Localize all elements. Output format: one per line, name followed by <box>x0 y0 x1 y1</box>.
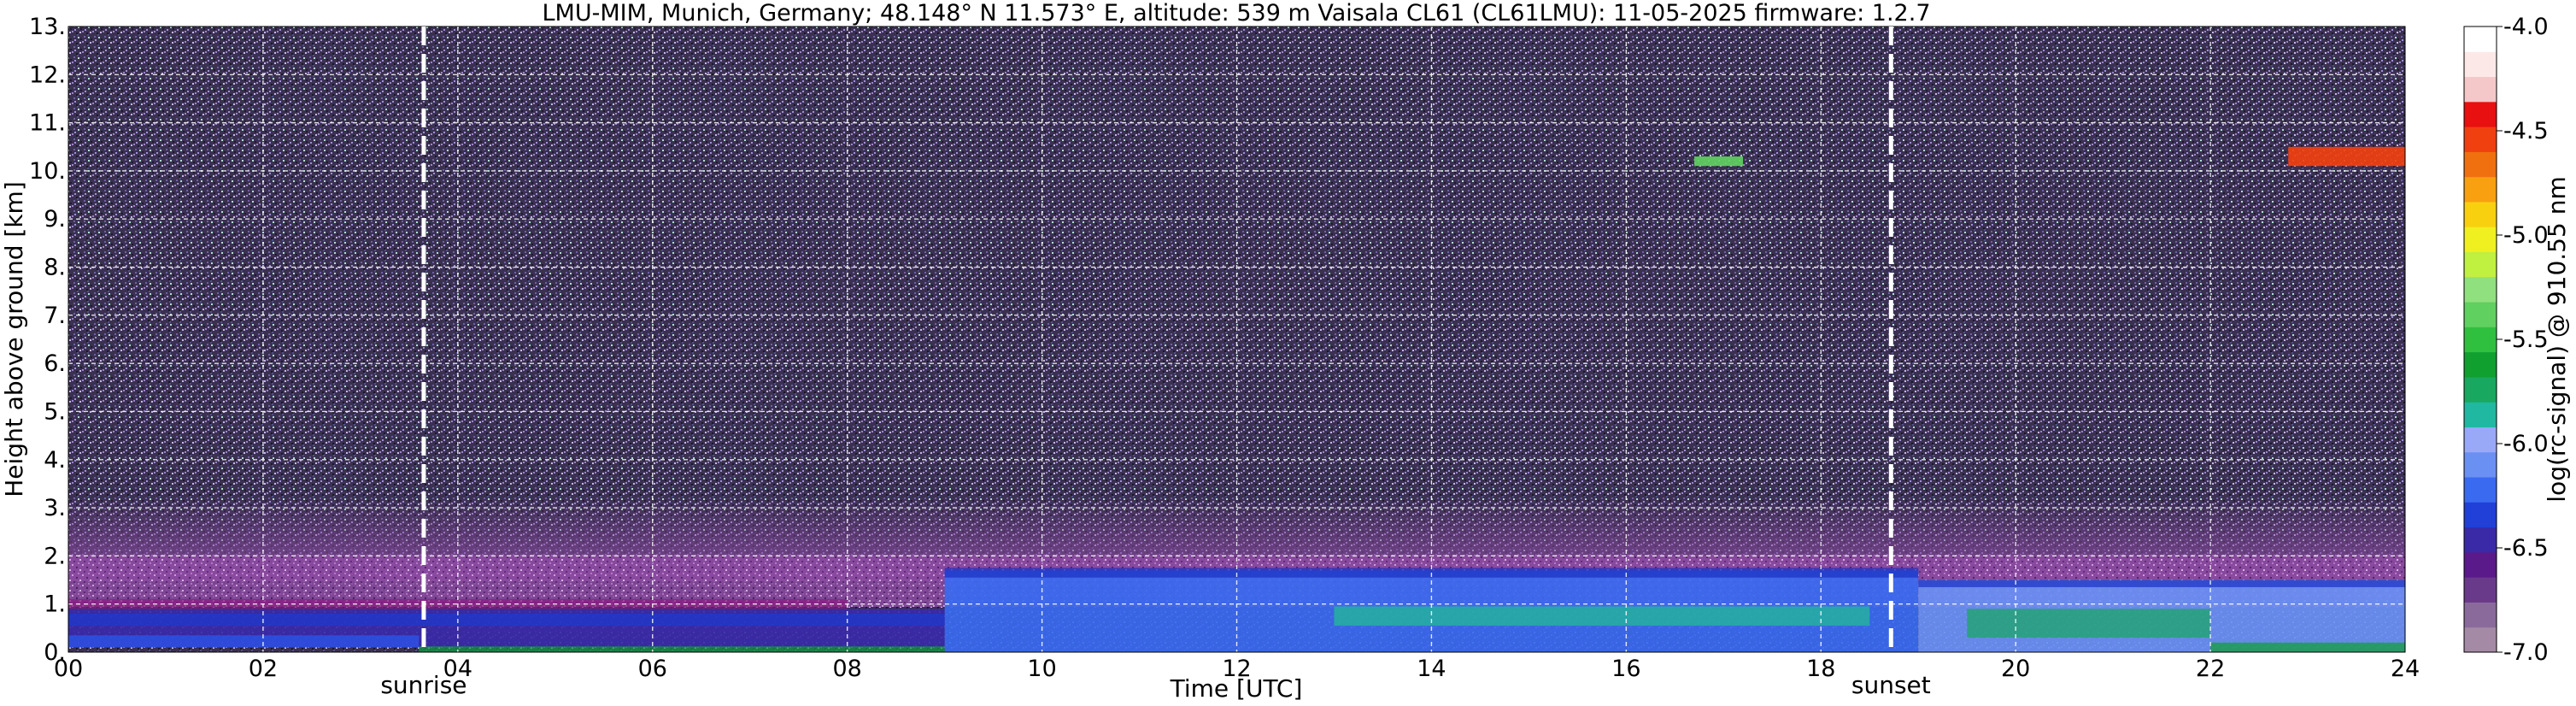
y-tick-label: 11. <box>29 110 66 137</box>
colorbar-segment <box>2464 351 2497 378</box>
colorbar-segment <box>2464 402 2497 427</box>
colorbar-tick-label: -6.5 <box>2503 535 2549 562</box>
x-tick-label: 06 <box>638 656 667 682</box>
colorbar-segment <box>2464 201 2497 227</box>
colorbar-segment <box>2464 176 2497 203</box>
y-axis-label: Height above ground [km] <box>0 181 28 497</box>
x-tick-label: 10 <box>1027 656 1056 682</box>
backscatter-layer-5 <box>1694 156 1744 167</box>
colorbar-segment <box>2464 227 2497 253</box>
layer-detail-8 <box>1918 580 2405 587</box>
layer-detail-0 <box>68 613 945 627</box>
sunrise-label: sunrise <box>380 671 466 699</box>
y-ticks: 0. 1. 2. 3. 4. 5. 6. 7. 8. 9. 10. 11. 12. 13. <box>29 14 66 666</box>
colorbar-segment <box>2464 376 2497 403</box>
colorbar-segment <box>2464 427 2497 453</box>
grid <box>68 26 2405 652</box>
colorbar-segment <box>2464 451 2497 478</box>
colorbar-segment <box>2464 577 2497 603</box>
colorbar-segment <box>2464 477 2497 503</box>
x-tick-label: 12 <box>1222 656 1251 682</box>
colorbar-segment <box>2464 527 2497 553</box>
layer-detail-3 <box>419 646 945 652</box>
colorbar-segment <box>2464 76 2497 103</box>
colorbar-segment <box>2464 26 2497 52</box>
colorbar-label: log(rc-signal) @ 910.55 nm <box>2543 176 2571 502</box>
y-tick-label: 7. <box>44 303 66 329</box>
y-tick-label: 9. <box>44 206 66 232</box>
colorbar-segment <box>2464 302 2497 327</box>
y-tick-label: 8. <box>44 255 66 281</box>
y-tick-label: 0. <box>44 639 66 666</box>
y-tick-label: 1. <box>44 591 66 618</box>
y-tick-label: 12. <box>29 62 66 88</box>
layer-detail-7 <box>2210 642 2405 652</box>
x-tick-label: 18 <box>1806 656 1835 682</box>
y-tick-label: 3. <box>44 495 66 521</box>
x-tick-label: 14 <box>1417 656 1446 682</box>
colorbar-tick-label: -6.0 <box>2503 431 2549 457</box>
y-tick-label: 10. <box>29 158 66 185</box>
colorbar-segment <box>2464 276 2497 303</box>
colorbar-segment <box>2464 151 2497 178</box>
colorbar-segment <box>2464 551 2497 578</box>
layer-detail-2 <box>68 635 420 648</box>
y-tick-label: 4. <box>44 447 66 474</box>
y-tick-label: 6. <box>44 350 66 377</box>
colorbar-tick-label: -4.0 <box>2503 14 2549 40</box>
colorbar: -4.0 -4.5 -5.0 -5.5 -6.0 -6.5 -7.0 <box>2463 14 2549 666</box>
layer-detail-6 <box>1967 609 2211 638</box>
colorbar-segment <box>2464 327 2497 353</box>
x-tick-label: 00 <box>54 656 83 682</box>
colorbar-tick-label: -5.5 <box>2503 327 2549 353</box>
y-tick-label: 2. <box>44 543 66 569</box>
x-tick-label: 22 <box>2196 656 2225 682</box>
x-tick-label: 02 <box>249 656 278 682</box>
x-axis-label: Time [UTC] <box>1170 674 1303 703</box>
x-tick-label: 20 <box>2001 656 2030 682</box>
colorbar-segment <box>2464 627 2497 653</box>
colorbar-segment <box>2464 101 2497 127</box>
backscatter-layer-6 <box>2288 146 2405 167</box>
sunset-label: sunset <box>1851 671 1931 699</box>
y-tick-label: 5. <box>44 398 66 425</box>
x-tick-label: 16 <box>1611 656 1640 682</box>
x-tick-label: 04 <box>443 656 472 682</box>
colorbar-tick-label: -5.0 <box>2503 222 2549 249</box>
colorbar-segment <box>2464 602 2497 628</box>
colorbar-segment <box>2464 502 2497 528</box>
plot-frame <box>67 26 2406 653</box>
x-tick-label: 24 <box>2391 656 2420 682</box>
y-tick-label: 13. <box>29 14 66 40</box>
colorbar-segment <box>2464 251 2497 278</box>
x-tick-label: 08 <box>832 656 861 682</box>
colorbar-tick-label: -4.5 <box>2503 118 2549 144</box>
colorbar-tick-label: -7.0 <box>2503 639 2549 666</box>
chart-title: LMU-MIM, Munich, Germany; 48.148° N 11.5… <box>542 0 1930 26</box>
layer-detail-5 <box>1334 606 1870 627</box>
sun-annotations: sunrise sunset <box>380 26 1931 699</box>
colorbar-segment <box>2464 51 2497 78</box>
x-ticks: 00 02 04 06 08 10 12 14 16 18 20 22 24 <box>54 656 2420 682</box>
colorbar-segment <box>2464 126 2497 152</box>
